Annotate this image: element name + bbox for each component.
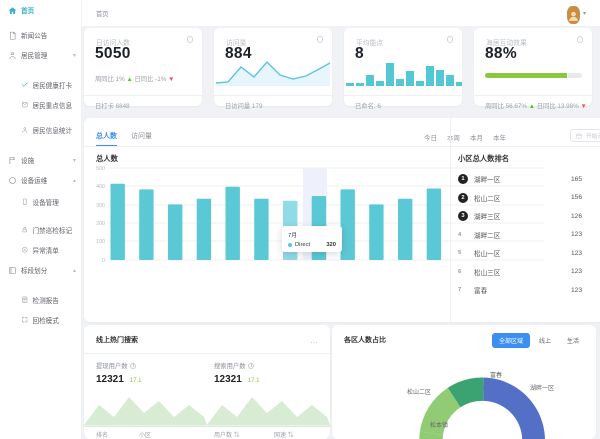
svg-text:200: 200 [96,221,105,227]
svg-text:100: 100 [96,239,105,245]
svg-text:300: 300 [96,203,105,209]
svg-text:500: 500 [96,166,105,172]
svg-text:400: 400 [96,184,105,190]
svg-text:0: 0 [102,258,105,262]
